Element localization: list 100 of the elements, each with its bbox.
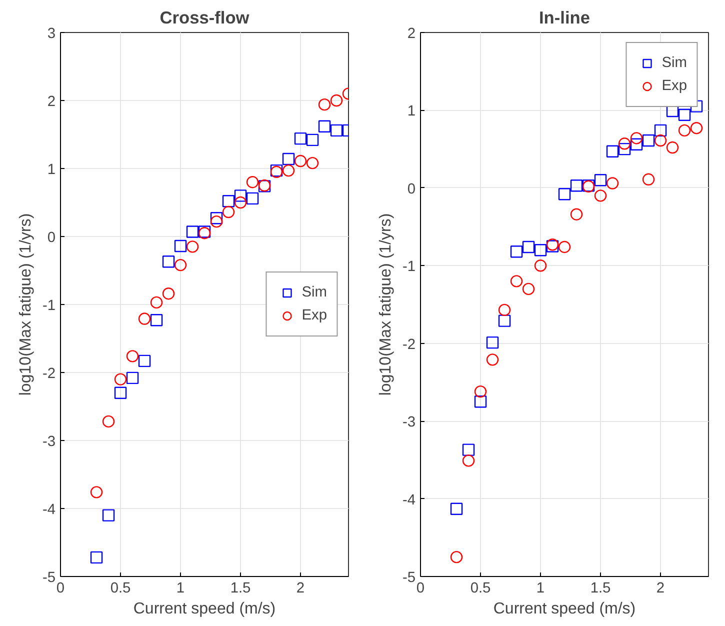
point — [474, 396, 487, 408]
point — [318, 98, 331, 111]
y-tick-label: -2 — [402, 336, 416, 353]
point — [186, 226, 199, 238]
point — [294, 132, 307, 145]
y-tick-label: 1 — [47, 162, 56, 178]
point — [522, 282, 535, 296]
point — [162, 256, 175, 268]
point — [462, 454, 475, 467]
point — [522, 240, 535, 254]
point — [306, 156, 319, 170]
point — [90, 551, 103, 564]
point — [186, 240, 199, 253]
point — [630, 132, 643, 144]
legend-label: Sim — [662, 55, 687, 71]
point — [150, 296, 163, 309]
y-tick-label: -3 — [42, 434, 56, 450]
point — [498, 314, 511, 327]
y-axis-title: log10(Max fatigue) (1/yrs) — [17, 213, 34, 396]
point — [150, 314, 163, 326]
point — [474, 385, 487, 398]
x-tick-label: 1.5 — [590, 580, 611, 596]
point — [666, 141, 679, 154]
point — [570, 208, 583, 220]
point — [126, 372, 139, 384]
point — [462, 444, 475, 456]
point — [486, 354, 499, 366]
point — [306, 134, 319, 146]
x-tick-label: 0.5 — [470, 580, 491, 596]
point — [594, 190, 607, 202]
y-tick-label: 2 — [407, 26, 416, 42]
y-tick-label: -4 — [42, 502, 56, 518]
x-axis-title: Current speed (m/s) — [493, 600, 636, 618]
point — [618, 142, 631, 156]
y-axis-title: log10(Max fatigue) (1/yrs) — [377, 213, 394, 396]
legend-label: Exp — [302, 308, 327, 324]
point — [210, 212, 223, 224]
y-tick-label: 3 — [47, 26, 56, 42]
point — [114, 373, 127, 386]
y-tick-label: 0 — [407, 181, 416, 198]
x-tick-label: 2 — [656, 580, 665, 596]
point — [174, 258, 187, 272]
x-tick-label: 2 — [296, 580, 305, 596]
point — [606, 145, 619, 158]
point — [678, 108, 691, 121]
y-tick-label: -1 — [402, 259, 416, 276]
point — [642, 173, 655, 186]
point — [174, 240, 187, 252]
y-tick-label: -3 — [402, 414, 416, 431]
point — [450, 502, 463, 515]
point — [222, 206, 235, 218]
point — [486, 336, 499, 349]
y-tick-label: 2 — [47, 94, 56, 110]
point — [534, 244, 547, 256]
legend-label: Sim — [302, 284, 327, 300]
point — [102, 415, 115, 428]
point — [246, 176, 259, 188]
x-tick-label: 1.5 — [230, 580, 251, 596]
point — [210, 215, 223, 228]
point — [654, 134, 667, 147]
point — [282, 164, 295, 177]
x-tick-label: 1 — [536, 580, 545, 596]
point — [450, 550, 463, 564]
point — [678, 124, 691, 137]
point — [654, 124, 667, 137]
chart-title: In-line — [538, 8, 590, 28]
point — [642, 134, 655, 147]
point — [162, 288, 175, 300]
point — [138, 312, 151, 325]
y-tick-label: 1 — [407, 104, 416, 120]
y-tick-label: -4 — [402, 492, 416, 508]
point — [570, 179, 583, 192]
y-tick-label: 0 — [47, 230, 56, 246]
point — [510, 246, 523, 258]
point — [534, 260, 547, 272]
point — [222, 195, 235, 208]
point — [606, 177, 619, 190]
x-axis-title: Current speed (m/s) — [133, 600, 276, 618]
point — [558, 188, 571, 200]
point — [510, 275, 523, 288]
point — [318, 120, 331, 132]
point — [114, 386, 127, 399]
point — [690, 122, 703, 134]
point — [234, 196, 247, 209]
point — [246, 192, 259, 205]
point — [330, 94, 343, 107]
chart-title: Cross-flow — [160, 8, 250, 28]
point — [558, 240, 571, 254]
point — [102, 509, 115, 522]
point — [126, 350, 139, 362]
point — [330, 124, 343, 137]
point — [498, 304, 511, 316]
point — [594, 174, 607, 186]
legend-label: Exp — [662, 78, 687, 94]
y-tick-label: -2 — [42, 366, 56, 382]
x-tick-label: 0.5 — [110, 580, 131, 596]
y-tick-label: -5 — [402, 570, 416, 586]
point — [618, 138, 631, 150]
point — [294, 154, 307, 168]
x-tick-label: 1 — [176, 580, 185, 596]
